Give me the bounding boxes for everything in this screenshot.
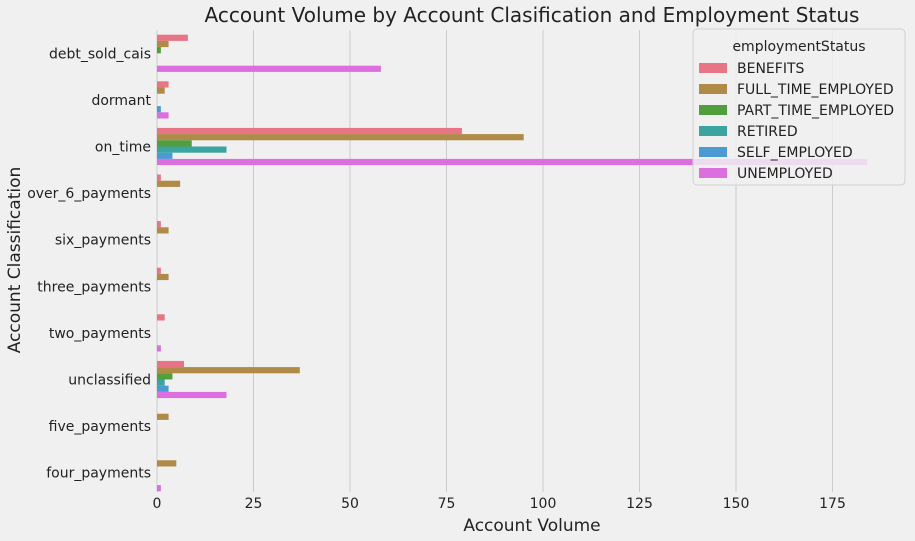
legend-label: SELF_EMPLOYED — [737, 145, 853, 161]
legend-swatch — [699, 84, 727, 94]
x-tick-label: 175 — [819, 496, 846, 512]
bar-debt_sold_cais-part_time_employed — [157, 47, 161, 54]
bar-on_time-retired — [157, 146, 227, 153]
x-tick-label: 50 — [341, 496, 359, 512]
bar-six_payments-full_time_employed — [157, 227, 169, 234]
y-tick-label: over_6_payments — [27, 186, 151, 202]
legend-label: FULL_TIME_EMPLOYED — [737, 82, 894, 98]
y-tick-label: debt_sold_cais — [49, 46, 151, 62]
bar-debt_sold_cais-full_time_employed — [157, 40, 169, 48]
y-tick-label: dormant — [91, 93, 151, 109]
bar-on_time-benefits — [157, 127, 462, 135]
bar-six_payments-benefits — [157, 221, 161, 228]
bar-two_payments-unemployed — [157, 345, 161, 352]
bar-two_payments-benefits — [157, 314, 165, 321]
bar-three_payments-full_time_employed — [157, 273, 169, 281]
legend-label: UNEMPLOYED — [737, 166, 833, 182]
bar-four_payments-full_time_employed — [157, 460, 177, 467]
legend-swatch — [699, 126, 727, 136]
y-tick-label: two_payments — [49, 326, 151, 342]
legend-box — [692, 28, 906, 186]
y-tick-label: six_payments — [55, 233, 151, 249]
y-axis-label: Account Classification — [5, 167, 25, 354]
bar-over_6_payments-full_time_employed — [157, 180, 181, 187]
bar-unclassified-retired — [157, 379, 165, 386]
bar-debt_sold_cais-unemployed — [157, 65, 381, 72]
bar-three_payments-benefits — [157, 267, 161, 274]
legend-swatch — [699, 168, 727, 178]
x-tick-label: 125 — [626, 496, 653, 512]
bar-debt_sold_cais-benefits — [157, 34, 188, 41]
bar-unclassified-unemployed — [157, 391, 227, 399]
x-tick-label: 100 — [530, 496, 557, 512]
y-tick-label: unclassified — [68, 373, 151, 389]
chart-title: Account Volume by Account Clasification … — [205, 3, 860, 27]
x-tick-label: 0 — [153, 496, 162, 512]
y-tick-label: five_payments — [49, 419, 151, 435]
bar-on_time-self_employed — [157, 152, 173, 159]
bar-over_6_payments-benefits — [157, 174, 161, 181]
bar-unclassified-part_time_employed — [157, 373, 173, 380]
y-tick-label: three_payments — [37, 279, 151, 295]
bar-four_payments-unemployed — [157, 485, 161, 492]
bar-on_time-part_time_employed — [157, 140, 192, 147]
bar-unclassified-self_employed — [157, 385, 169, 392]
bar-five_payments-full_time_employed — [157, 413, 169, 420]
legend-swatch — [699, 147, 727, 157]
bars — [157, 34, 868, 492]
legend-title: employmentStatus — [732, 39, 865, 55]
x-tick-label: 75 — [438, 496, 456, 512]
legend-label: RETIRED — [737, 124, 798, 140]
bar-dormant-full_time_employed — [157, 87, 165, 94]
bar-unclassified-full_time_employed — [157, 367, 300, 374]
bar-dormant-self_employed — [157, 106, 161, 113]
bar-dormant-unemployed — [157, 112, 169, 119]
legend-swatch — [699, 63, 727, 73]
x-tick-labels: 0 25 50 75 100 125 150 175 — [153, 496, 846, 512]
x-axis-label: Account Volume — [463, 516, 600, 536]
y-tick-label: four_payments — [46, 466, 151, 482]
legend-label: BENEFITS — [737, 61, 805, 77]
bar-dormant-benefits — [157, 81, 169, 88]
legend-swatch — [699, 105, 727, 115]
legend: employmentStatus BENEFITS FULL_TIME_EMPLOY… — [692, 28, 906, 186]
bar-on_time-full_time_employed — [157, 134, 524, 141]
bar-unclassified-benefits — [157, 360, 185, 368]
bar-on_time-unemployed — [157, 158, 868, 166]
x-tick-label: 25 — [245, 496, 263, 512]
x-tick-label: 150 — [723, 496, 750, 512]
legend-label: PART_TIME_EMPLOYED — [737, 103, 894, 119]
y-tick-label: on_time — [95, 140, 151, 156]
